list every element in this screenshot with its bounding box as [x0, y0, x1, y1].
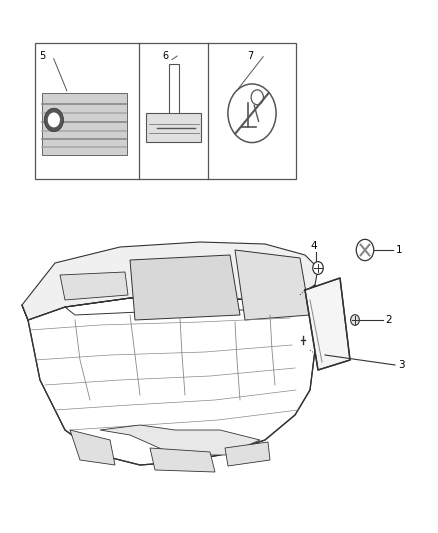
Polygon shape [130, 255, 240, 320]
Text: 5: 5 [39, 51, 46, 61]
Polygon shape [70, 430, 115, 465]
Bar [42, 93, 127, 155]
Circle shape [44, 108, 64, 132]
Text: 4: 4 [310, 241, 317, 252]
Circle shape [251, 90, 263, 105]
Polygon shape [22, 242, 318, 320]
Polygon shape [150, 448, 215, 472]
Polygon shape [225, 442, 270, 466]
Polygon shape [100, 425, 260, 455]
Text: 3: 3 [399, 360, 405, 370]
Circle shape [356, 239, 374, 261]
Polygon shape [305, 278, 350, 370]
Text: 1: 1 [396, 245, 402, 255]
Bar [169, 64, 179, 117]
Text: 7: 7 [247, 51, 254, 61]
Circle shape [48, 112, 60, 127]
Polygon shape [235, 250, 310, 320]
Circle shape [351, 314, 360, 325]
Text: 2: 2 [386, 315, 392, 325]
Polygon shape [60, 272, 128, 300]
Circle shape [313, 262, 323, 274]
Circle shape [228, 84, 276, 142]
Text: 6: 6 [162, 51, 168, 61]
Bar [35, 43, 296, 179]
Polygon shape [22, 285, 318, 465]
Bar [146, 113, 201, 142]
